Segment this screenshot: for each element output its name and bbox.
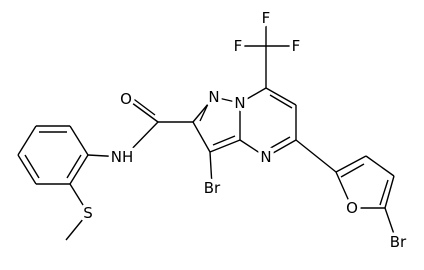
- atom-label: F: [292, 37, 301, 55]
- atom-label: Br: [204, 179, 221, 197]
- atom-label: Br: [390, 233, 407, 251]
- atom-label: F: [234, 37, 243, 55]
- atom-label: F: [262, 9, 271, 27]
- atom-label: S: [83, 204, 93, 222]
- atom-label: O: [120, 90, 132, 108]
- bonds: [17, 18, 397, 241]
- atom-label: N: [234, 94, 245, 112]
- atom-label: NH: [111, 148, 134, 166]
- atom-labels: F F F N N N O NH Br O Br S: [80, 6, 411, 255]
- atom-label: N: [208, 88, 219, 106]
- atom-label: N: [260, 148, 271, 166]
- atom-label: O: [346, 199, 358, 217]
